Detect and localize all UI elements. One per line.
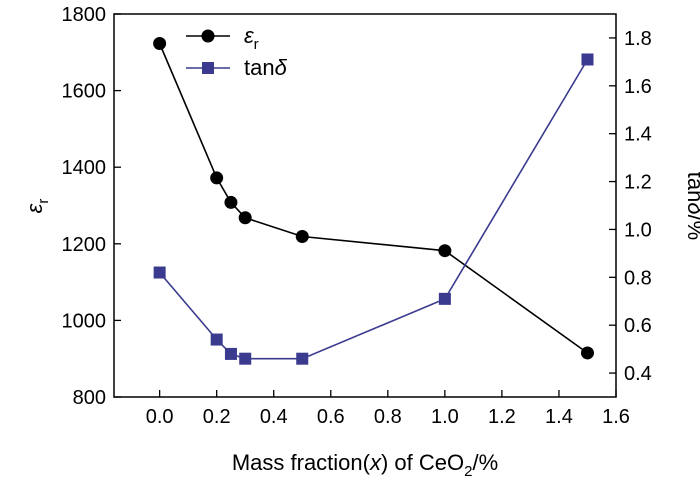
y-right-axis-ticks: 0.4 0.6 0.8 1.0 1.2 1.4 1.6 1.8: [609, 28, 652, 385]
y-left-tick-label: 1000: [62, 310, 107, 332]
y-right-tick-label: 1.8: [624, 28, 652, 50]
series-line-0: [158, 43, 588, 354]
y-left-tick-label: 1600: [62, 81, 107, 103]
tan-data-point: [296, 352, 309, 365]
tan-data-point: [239, 352, 252, 365]
series-line-1: [158, 59, 589, 360]
plot-frame: [113, 13, 617, 398]
tan-data-point: [581, 53, 594, 66]
legend-label-tan: tanδ: [244, 55, 288, 80]
tan-data-point: [210, 333, 223, 346]
x-axis-ticks: 0.0 0.2 0.4 0.6 0.8 1.0 1.2 1.4 1.6: [146, 390, 630, 428]
y-right-tick-label: 1.6: [624, 76, 652, 98]
y-left-tick-label: 800: [73, 387, 106, 409]
x-tick-label: 0.2: [203, 406, 231, 428]
y-left-tick-label: 1800: [62, 4, 107, 26]
x-tick-label: 1.0: [431, 406, 459, 428]
y-right-tick-label: 0.4: [624, 363, 652, 385]
legend-marker-tan: [202, 62, 214, 74]
y-left-axis-title: εr: [22, 199, 52, 214]
er-data-point: [210, 171, 224, 185]
y-right-axis-title: tanδ/%: [683, 172, 700, 241]
y-right-tick-label: 0.8: [624, 267, 652, 289]
x-tick-label: 1.4: [545, 406, 573, 428]
er-data-point: [238, 211, 252, 225]
series-layer: [153, 36, 594, 365]
legend: εr tanδ: [186, 23, 288, 80]
er-data-point: [224, 195, 238, 209]
y-right-tick-label: 1.0: [624, 219, 652, 241]
er-data-point: [295, 230, 309, 244]
x-tick-label: 1.2: [488, 406, 516, 428]
y-right-tick-label: 1.4: [624, 124, 652, 146]
y-right-tick-label: 1.2: [624, 172, 652, 194]
x-tick-label: 0.6: [317, 406, 345, 428]
y-left-tick-label: 1400: [62, 157, 107, 179]
tan-data-point: [224, 347, 237, 360]
er-data-point: [580, 346, 594, 360]
legend-marker-er: [201, 29, 215, 43]
x-tick-label: 0.0: [146, 406, 174, 428]
y-left-axis-ticks: 800 1000 1200 1400 1600 1800: [62, 4, 121, 409]
x-tick-label: 0.8: [374, 406, 402, 428]
tan-data-point: [438, 292, 451, 305]
x-axis-title: Mass fraction(x) of CeO2/%: [232, 450, 498, 480]
er-data-point: [153, 36, 167, 50]
tan-data-point: [153, 266, 166, 279]
x-tick-label: 1.6: [602, 406, 630, 428]
x-tick-label: 0.4: [260, 406, 288, 428]
y-left-tick-label: 1200: [62, 234, 107, 256]
er-data-point: [438, 244, 452, 258]
y-right-tick-label: 0.6: [624, 315, 652, 337]
legend-label-er: εr: [244, 23, 259, 53]
